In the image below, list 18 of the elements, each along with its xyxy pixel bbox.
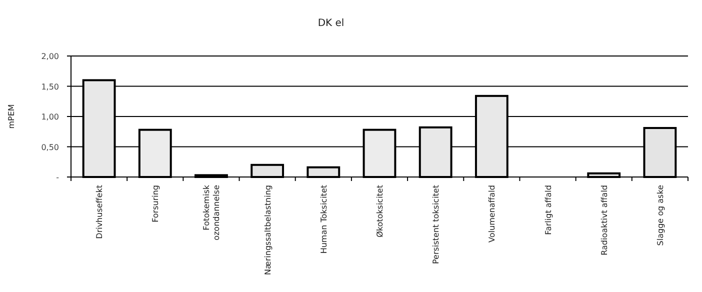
- x-tick-label: Forsuring: [151, 185, 160, 222]
- x-tick-label: Volumenaffald: [488, 185, 497, 242]
- y-tick-label: 1,50: [41, 82, 59, 92]
- x-tick-label: Økotoksicitet: [376, 185, 384, 238]
- x-tick-label: Næringssaltbelastning: [263, 185, 272, 275]
- y-tick-label: 0,50: [41, 142, 59, 152]
- x-tick-label: Farligt affald: [544, 185, 553, 235]
- x-tick-label: Drivhuseffekt: [95, 185, 104, 239]
- x-tick-label: Fotokemisk ozondannelse: [202, 184, 222, 240]
- y-axis-title: mPEM: [7, 104, 16, 129]
- chart-title: DK el: [318, 18, 344, 29]
- x-tick-label: Persistent toksicitet: [432, 185, 441, 264]
- y-tick-label: -: [56, 173, 60, 182]
- y-tick-label: 1,00: [41, 112, 59, 122]
- x-tick-label: Slagge og aske: [656, 184, 665, 246]
- x-tick-label: Radioaktivt affald: [600, 185, 609, 256]
- x-tick-label: Human Toksicitet: [319, 185, 328, 254]
- y-tick-label: 2,00: [41, 52, 59, 61]
